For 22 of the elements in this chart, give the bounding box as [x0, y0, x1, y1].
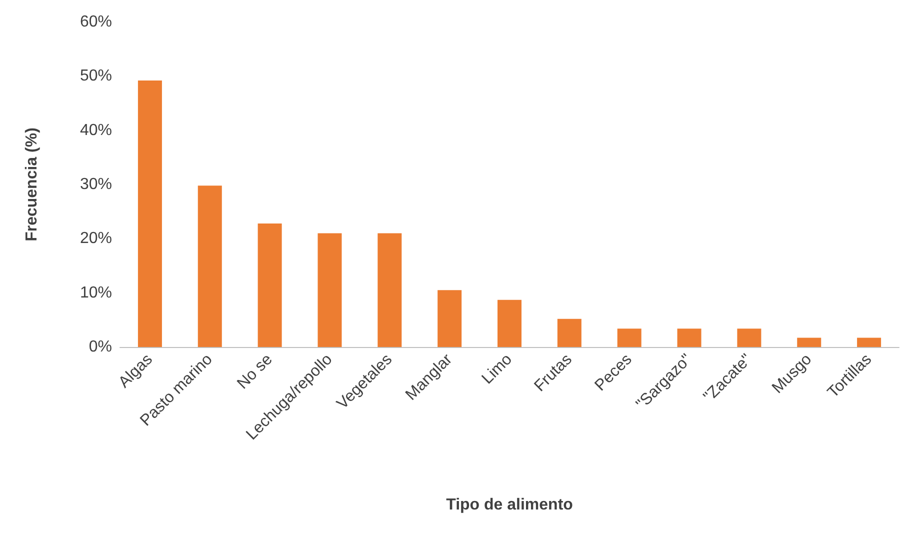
bar	[138, 80, 162, 347]
bar	[857, 338, 882, 347]
x-axis-title: Tipo de alimento	[446, 496, 574, 514]
bar	[677, 328, 702, 347]
bar	[438, 290, 462, 347]
y-tick-label: 50%	[80, 68, 112, 85]
bar	[557, 318, 582, 347]
bar	[318, 233, 342, 347]
y-tick-label: 0%	[88, 338, 112, 356]
y-tick-label: 60%	[80, 14, 112, 30]
bar	[617, 328, 642, 347]
bar	[378, 233, 402, 347]
y-tick-label: 10%	[80, 284, 112, 302]
y-tick-label: 40%	[80, 122, 112, 139]
bar	[198, 186, 222, 347]
bar	[737, 328, 762, 347]
bar	[258, 224, 282, 347]
y-axis-title: Frecuencia (%)	[24, 128, 40, 242]
bar	[498, 300, 522, 347]
bar	[797, 338, 822, 347]
y-tick-label: 20%	[80, 230, 112, 248]
y-tick-label: 30%	[80, 176, 112, 193]
